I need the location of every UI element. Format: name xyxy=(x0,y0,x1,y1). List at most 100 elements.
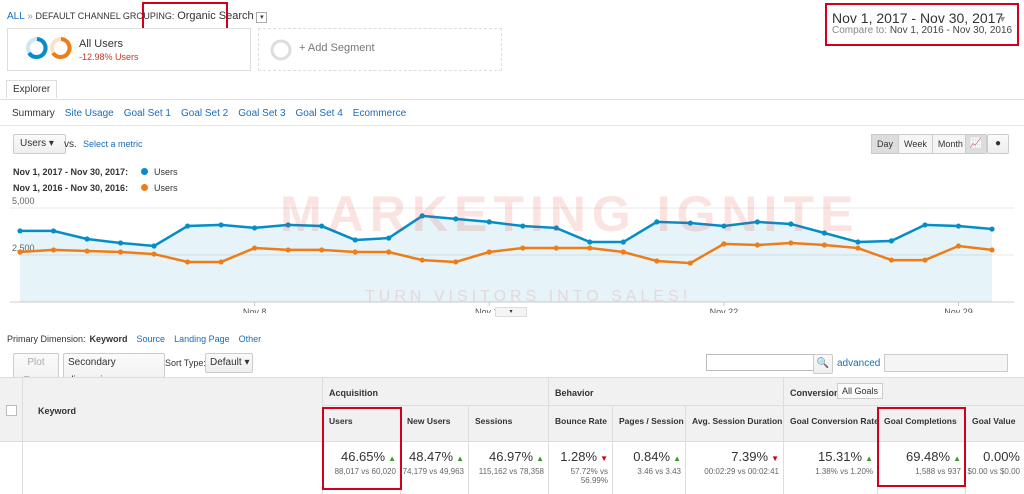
add-segment[interactable]: + Add Segment xyxy=(258,28,502,71)
group-header: Conversions All Goals xyxy=(783,378,1024,406)
data-point xyxy=(888,238,895,244)
column-title[interactable]: Goal Completions xyxy=(884,416,957,426)
sort-dropdown[interactable]: Default ▾ xyxy=(205,353,253,373)
breadcrumb-value[interactable]: Organic Search xyxy=(177,10,254,22)
data-point xyxy=(50,247,57,253)
highlight-box xyxy=(825,3,1019,46)
data-point xyxy=(721,241,727,247)
dropdown-icon[interactable]: ▾ xyxy=(256,12,268,23)
select-metric[interactable]: Select a metric xyxy=(83,139,143,149)
granularity-button[interactable]: Day xyxy=(871,134,900,154)
resize-handle[interactable]: ▾ xyxy=(495,307,527,317)
legend-entry: Nov 1, 2017 - Nov 30, 2017: Users xyxy=(13,167,178,183)
change-value: 69.48% xyxy=(905,449,951,464)
value-cell: 15.31% ▲ 1.38% vs 1.20% xyxy=(783,441,877,494)
view-toggles[interactable] xyxy=(884,354,1008,372)
column-title[interactable]: Bounce Rate xyxy=(555,416,607,426)
data-point xyxy=(553,245,559,251)
granularity-button[interactable]: Week xyxy=(898,134,933,154)
column-title[interactable]: Goal Value xyxy=(972,416,1016,426)
data-point xyxy=(654,258,660,264)
granularity: Day Week Month xyxy=(871,134,969,154)
column-title[interactable]: Pages / Session xyxy=(619,416,684,426)
column-title[interactable]: Avg. Session Duration xyxy=(692,416,783,426)
column-title[interactable]: New Users xyxy=(407,416,451,426)
subtab[interactable]: Site Usage xyxy=(64,108,114,119)
motion-chart-toggle[interactable]: ● xyxy=(987,134,1009,154)
data-point xyxy=(117,240,124,246)
trend-arrow: ▲ xyxy=(536,454,544,463)
data-point xyxy=(453,216,459,222)
granularity-button[interactable]: Month xyxy=(931,134,969,154)
detail-value: 74,179 vs 49,963 xyxy=(402,467,464,476)
search-button[interactable]: 🔍 xyxy=(813,354,833,374)
data-point xyxy=(955,243,962,249)
dimension-option[interactable]: Keyword xyxy=(89,334,128,344)
trend-arrow: ▲ xyxy=(953,454,961,463)
detail-value: 88,017 vs 60,020 xyxy=(334,467,396,476)
column-title[interactable]: Goal Conversion Rate xyxy=(790,416,879,426)
subtab[interactable]: Goal Set 2 xyxy=(180,108,229,119)
data-point xyxy=(821,230,828,236)
data-point xyxy=(84,248,90,254)
change-value: 48.47% xyxy=(408,449,454,464)
compare-range: Nov 1, 2016 - Nov 30, 2016 xyxy=(889,25,1013,36)
compare-label: Compare to: xyxy=(832,25,888,36)
data-point xyxy=(17,249,23,255)
data-point xyxy=(319,247,325,253)
change-row: 46.97% ▲ xyxy=(489,449,544,464)
trend-arrow: ▲ xyxy=(673,454,681,463)
detail-value: 115,162 vs 78,358 xyxy=(478,467,544,476)
data-point xyxy=(386,249,392,255)
data-point xyxy=(218,259,224,265)
metric-dropdown[interactable]: Users ▾ xyxy=(13,134,66,154)
checkbox[interactable] xyxy=(6,405,17,416)
data-point xyxy=(252,245,258,251)
subtab[interactable]: Summary xyxy=(12,108,55,119)
data-point xyxy=(151,251,157,257)
value-cell: 0.84% ▲ 3.46 vs 3.43 xyxy=(612,441,685,494)
x-tick-label: Nov 8 xyxy=(243,307,267,313)
tab[interactable]: Explorer xyxy=(6,80,58,98)
primary-dimension-label: Primary Dimension: xyxy=(7,334,86,344)
data-point xyxy=(989,226,995,232)
subtab[interactable]: Goal Set 1 xyxy=(123,108,171,119)
x-tick-label: Nov 29 xyxy=(944,307,973,313)
subtabs: Summary Site Usage Goal Set 1 Goal Set 2 Goa… xyxy=(12,107,416,119)
legend-period: Nov 1, 2016 - Nov 30, 2016: xyxy=(13,183,129,193)
vs-label: vs. xyxy=(64,139,77,150)
data-point xyxy=(151,243,157,249)
data-point xyxy=(989,247,995,253)
column-header: Goal Value xyxy=(965,406,1024,441)
data-point xyxy=(687,220,693,226)
data-point xyxy=(184,259,191,265)
column-title[interactable]: Sessions xyxy=(475,416,513,426)
subtab[interactable]: Goal Set 4 xyxy=(295,108,343,119)
advanced-link[interactable]: advanced xyxy=(837,358,881,369)
dimension-option[interactable]: Other xyxy=(238,334,262,344)
breadcrumb: ALL » DEFAULT CHANNEL GROUPING: Organic … xyxy=(7,10,268,23)
dimension-option[interactable]: Landing Page xyxy=(174,334,230,344)
subtab[interactable]: Goal Set 3 xyxy=(238,108,286,119)
data-point xyxy=(50,228,57,234)
group-filter[interactable]: All Goals xyxy=(837,383,884,399)
trend-arrow: ▲ xyxy=(388,454,396,463)
breadcrumb-root[interactable]: ALL xyxy=(7,11,25,22)
date-current[interactable]: Nov 1, 2017 - Nov 30, 2017 xyxy=(832,10,1004,26)
segment-card[interactable]: All Users -12.98% Users xyxy=(7,28,251,71)
subtab[interactable]: Ecommerce xyxy=(352,108,407,119)
column-header: Goal Conversion Rate xyxy=(783,406,879,441)
date-dropdown[interactable]: ▼ xyxy=(998,14,1007,24)
change-value: 0.00% xyxy=(983,449,1020,464)
data-point xyxy=(352,249,358,255)
detail-value: 1.38% vs 1.20% xyxy=(815,467,873,476)
data-point xyxy=(486,249,492,255)
line-chart-toggle[interactable]: 📈 xyxy=(965,134,987,154)
data-table: Keyword Acquisition Users 46.65% ▲ 88,017 vs … xyxy=(0,377,1024,494)
data-point xyxy=(888,257,895,263)
search-input[interactable] xyxy=(706,354,814,371)
column-title[interactable]: Users xyxy=(329,416,353,426)
data-point xyxy=(453,259,459,265)
dimension-option[interactable]: Source xyxy=(136,334,166,344)
change-row: 0.84% ▲ xyxy=(633,449,681,464)
